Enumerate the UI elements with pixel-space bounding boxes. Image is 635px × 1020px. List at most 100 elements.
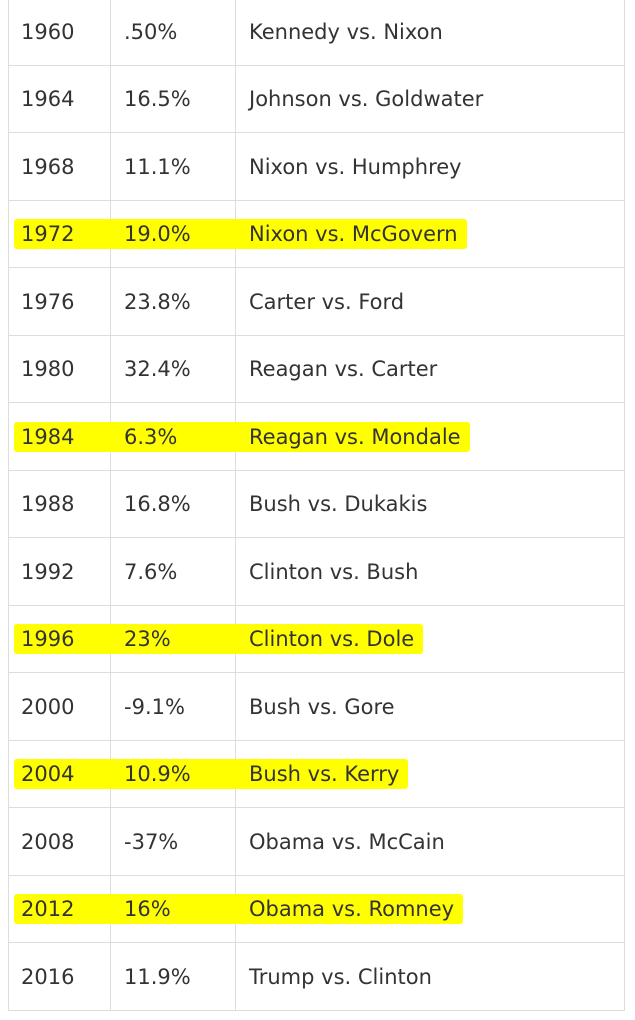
table-cell: 1988 — [8, 470, 110, 538]
table-cell: 1984 — [8, 403, 110, 470]
cell-text: 1980 — [21, 357, 75, 381]
table-row: 1984 6.3% Reagan vs. Mondale — [8, 403, 625, 471]
cell-text: .50% — [124, 20, 178, 44]
cell-text: Clinton vs. Bush — [249, 559, 419, 584]
table-row: 2004 10.9% Bush vs. Kerry — [8, 740, 625, 809]
cell-text: 11.1% — [124, 154, 191, 179]
table-row: 1960 .50% Kennedy vs. Nixon — [8, 0, 625, 66]
cell-text: 16.5% — [124, 87, 191, 111]
cell-text: Reagan vs. Mondale — [249, 424, 461, 449]
cell-text: 23.8% — [124, 289, 191, 314]
cell-text: 16.8% — [124, 492, 191, 516]
table-row: 1988 16.8% Bush vs. Dukakis — [8, 470, 625, 539]
table-cell: 2016 — [8, 943, 110, 1010]
cell-text: 1960 — [21, 20, 75, 44]
highlight — [14, 894, 463, 924]
cell-text: Clinton vs. Dole — [249, 627, 415, 651]
table-row: 2012 16% Obama vs. Romney — [8, 875, 625, 944]
table-cell: Trump vs. Clinton — [235, 943, 625, 1010]
table-cell: Bush vs. Kerry — [235, 740, 625, 808]
table-cell: 2012 — [8, 875, 110, 943]
cell-text: 1968 — [21, 154, 75, 179]
cell-text: 11.9% — [124, 964, 191, 989]
table-cell: Kennedy vs. Nixon — [235, 0, 625, 65]
table-cell: 1996 — [8, 605, 110, 673]
cell-text: Obama vs. McCain — [249, 829, 445, 854]
table-cell: 11.9% — [110, 943, 235, 1010]
cell-text: 1992 — [21, 559, 75, 584]
table-row: 2016 11.9% Trump vs. Clinton — [8, 943, 625, 1011]
table-row: 1976 23.8% Carter vs. Ford — [8, 268, 625, 336]
table-cell: 1976 — [8, 268, 110, 335]
cell-text: Bush vs. Dukakis — [249, 492, 428, 516]
table-cell: Clinton vs. Bush — [235, 538, 625, 605]
table-cell: Nixon vs. McGovern — [235, 200, 625, 268]
cell-text: 2000 — [21, 694, 75, 719]
cell-text: 1964 — [21, 87, 75, 111]
cell-text: Carter vs. Ford — [249, 289, 405, 314]
cell-text: 16% — [124, 897, 171, 921]
table-cell: 1964 — [8, 65, 110, 133]
cell-text: 1996 — [21, 627, 75, 651]
table-cell: -9.1% — [110, 673, 235, 740]
cell-text: -37% — [124, 829, 179, 854]
table-cell: 16.5% — [110, 65, 235, 133]
table-cell: Reagan vs. Carter — [235, 335, 625, 403]
cell-text: Kennedy vs. Nixon — [249, 20, 443, 44]
cell-text: -9.1% — [124, 694, 185, 719]
table-cell: 1992 — [8, 538, 110, 605]
cell-text: 1972 — [21, 222, 75, 246]
table-cell: Carter vs. Ford — [235, 268, 625, 335]
cell-text: Bush vs. Kerry — [249, 762, 400, 786]
table-cell: .50% — [110, 0, 235, 65]
table-cell: 2008 — [8, 808, 110, 875]
table-cell: 32.4% — [110, 335, 235, 403]
table-cell: 1980 — [8, 335, 110, 403]
highlight — [14, 219, 467, 249]
table-cell: Bush vs. Dukakis — [235, 470, 625, 538]
table-cell: 23.8% — [110, 268, 235, 335]
table-cell: 2004 — [8, 740, 110, 808]
table-row: 1964 16.5% Johnson vs. Goldwater — [8, 65, 625, 134]
table-cell: 16.8% — [110, 470, 235, 538]
highlight — [14, 421, 470, 452]
table-cell: 11.1% — [110, 133, 235, 200]
cell-text: Johnson vs. Goldwater — [249, 87, 484, 111]
table-cell: 1968 — [8, 133, 110, 200]
table-cell: Obama vs. McCain — [235, 808, 625, 875]
cell-text: 10.9% — [124, 762, 191, 786]
table-row: 1996 23% Clinton vs. Dole — [8, 605, 625, 674]
table-row: 1992 7.6% Clinton vs. Bush — [8, 538, 625, 606]
cell-text: 23% — [124, 627, 171, 651]
cell-text: Obama vs. Romney — [249, 897, 455, 921]
cell-text: 2012 — [21, 897, 75, 921]
table-row: 1972 19.0% Nixon vs. McGovern — [8, 200, 625, 269]
cell-text: 1988 — [21, 492, 75, 516]
cell-text: 2008 — [21, 829, 75, 854]
table-cell: Bush vs. Gore — [235, 673, 625, 740]
table-row: 2008 -37% Obama vs. McCain — [8, 808, 625, 876]
cell-text: 1976 — [21, 289, 75, 314]
table-cell: Reagan vs. Mondale — [235, 403, 625, 470]
cell-text: Trump vs. Clinton — [249, 964, 432, 989]
cell-text: 7.6% — [124, 559, 178, 584]
table-cell: -37% — [110, 808, 235, 875]
highlight — [14, 759, 408, 789]
table-row: 1980 32.4% Reagan vs. Carter — [8, 335, 625, 404]
cell-text: 6.3% — [124, 424, 178, 449]
table-cell: 1960 — [8, 0, 110, 65]
table-cell: 7.6% — [110, 538, 235, 605]
table-row: 1968 11.1% Nixon vs. Humphrey — [8, 133, 625, 201]
table-cell: Johnson vs. Goldwater — [235, 65, 625, 133]
cell-text: Nixon vs. Humphrey — [249, 154, 462, 179]
table-cell: 19.0% — [110, 200, 235, 268]
cell-text: Reagan vs. Carter — [249, 357, 438, 381]
cell-text: 1984 — [21, 424, 75, 449]
cell-text: 32.4% — [124, 357, 191, 381]
cell-text: 2016 — [21, 964, 75, 989]
cell-text: 2004 — [21, 762, 75, 786]
table-cell: Clinton vs. Dole — [235, 605, 625, 673]
table-cell: Obama vs. Romney — [235, 875, 625, 943]
cell-text: Bush vs. Gore — [249, 694, 395, 719]
